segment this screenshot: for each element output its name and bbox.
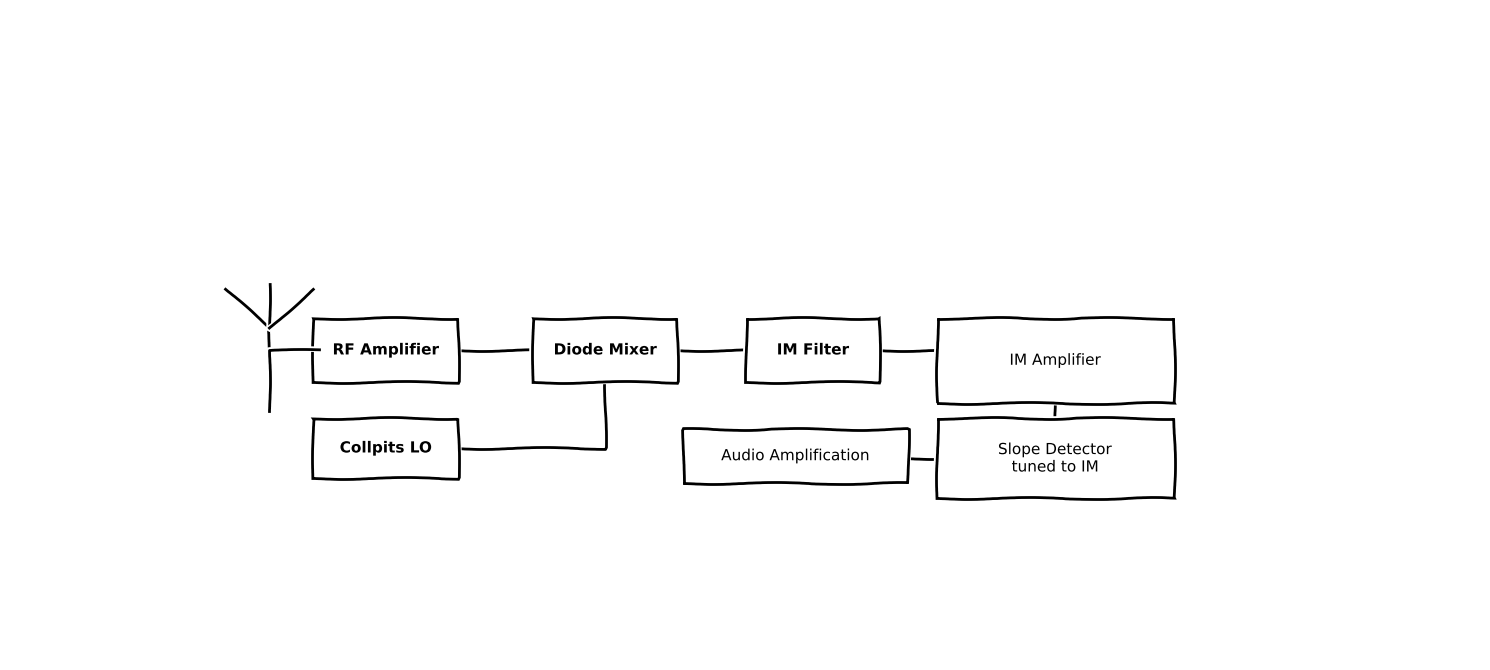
- FancyBboxPatch shape: [313, 318, 457, 382]
- Text: IM Amplifier: IM Amplifier: [1009, 353, 1101, 368]
- FancyBboxPatch shape: [313, 418, 457, 478]
- FancyBboxPatch shape: [746, 318, 879, 382]
- FancyBboxPatch shape: [937, 318, 1174, 403]
- FancyBboxPatch shape: [532, 318, 676, 382]
- Text: Diode Mixer: Diode Mixer: [554, 342, 656, 358]
- Text: Audio Amplification: Audio Amplification: [721, 448, 870, 463]
- Text: Collpits LO: Collpits LO: [340, 440, 431, 456]
- Text: RF Amplifier: RF Amplifier: [332, 342, 438, 358]
- Text: Slope Detector
tuned to IM: Slope Detector tuned to IM: [998, 442, 1113, 474]
- FancyBboxPatch shape: [937, 418, 1174, 498]
- Text: IM Filter: IM Filter: [776, 342, 849, 358]
- FancyBboxPatch shape: [682, 429, 907, 483]
